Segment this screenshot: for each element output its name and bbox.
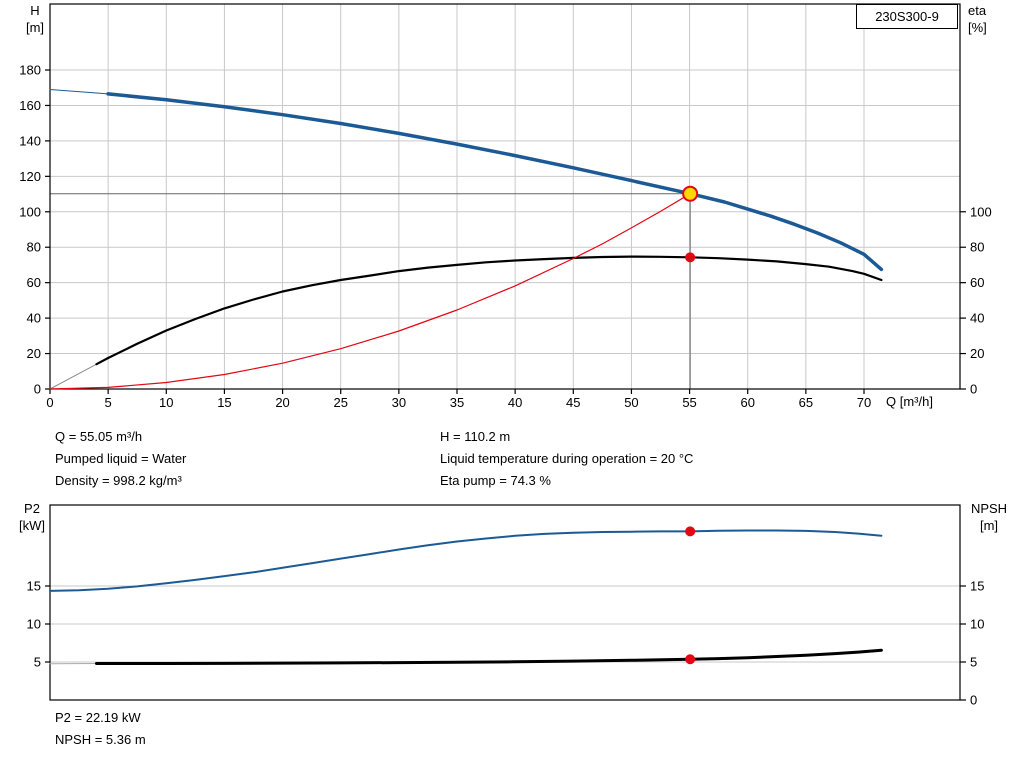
power-npsh-chart: 5 10 15 0 5 10 15 (27, 504, 984, 708)
left-tick-label: 0 (34, 382, 41, 397)
info-flow: Q = 55.05 m³/h (55, 429, 143, 444)
duty-point-marker (682, 185, 699, 202)
head-axis-title: H [m] (16, 2, 54, 36)
left-tick-label: 10 (27, 617, 41, 632)
x-tick-label: 40 (508, 395, 522, 410)
eta-point-marker (685, 252, 696, 263)
head-axis-symbol: H (30, 3, 40, 18)
left-tick-label: 140 (19, 133, 41, 148)
npsh-axis-unit: [m] (979, 518, 999, 533)
left-tick-label: 40 (27, 311, 41, 326)
plot-border (49, 504, 961, 701)
flow-axis-label: Q [m³/h] (886, 394, 933, 409)
right-tick-label: 5 (970, 655, 977, 670)
x-tick-label: 10 (159, 395, 173, 410)
info-head: H = 110.2 m (440, 429, 511, 444)
right-tick-label: 80 (970, 240, 984, 255)
right-tick-label: 60 (970, 275, 984, 290)
npsh-axis-symbol: NPSH (970, 501, 1008, 516)
right-tick-label: 20 (970, 346, 984, 361)
eta-axis-symbol: eta (968, 3, 987, 18)
info-p2: P2 = 22.19 kW (55, 710, 141, 725)
info-eta-pump: Eta pump = 74.3 % (440, 473, 551, 488)
right-tick-label: 15 (970, 579, 984, 594)
left-tick-label: 120 (19, 169, 41, 184)
series-system-curve (49, 193, 691, 390)
x-tick-label: 25 (333, 395, 347, 410)
x-tick-label: 65 (799, 395, 813, 410)
info-pumped-liquid: Pumped liquid = Water (55, 451, 187, 466)
left-tick-label: 160 (19, 98, 41, 113)
x-tick-label: 0 (46, 395, 53, 410)
eta-axis-title: eta [%] (968, 2, 1012, 36)
p2-axis-symbol: P2 (24, 501, 40, 516)
p2-axis-unit: [kW] (19, 518, 45, 533)
p2-axis-title: P2 [kW] (10, 500, 54, 534)
right-tick-label: 0 (970, 382, 977, 397)
head-axis-unit: [m] (25, 20, 45, 35)
x-tick-label: 20 (275, 395, 289, 410)
head-efficiency-chart: 0 5 10 15 20 25 30 35 40 45 50 55 60 65 70 0 20 40 60 80 100… (19, 3, 992, 410)
series-head-curve (106, 92, 884, 272)
npsh-axis-title: NPSH [m] (960, 500, 1018, 534)
pump-model-label: 230S300-9 (875, 9, 939, 24)
pump-model-badge: 230S300-9 (856, 4, 958, 29)
right-tick-label: 10 (970, 617, 984, 632)
left-tick-label: 20 (27, 346, 41, 361)
left-tick-label: 15 (27, 579, 41, 594)
p2-point-marker (685, 526, 696, 537)
series-p2-curve (49, 529, 883, 592)
info-liquid-temp: Liquid temperature during operation = 20… (440, 451, 694, 466)
x-tick-label: 5 (105, 395, 112, 410)
left-tick-label: 60 (27, 275, 41, 290)
series-efficiency-curve-lead (49, 363, 97, 390)
npsh-point-marker (685, 654, 696, 665)
right-tick-label: 100 (970, 204, 992, 219)
left-tick-label: 80 (27, 240, 41, 255)
x-tick-label: 45 (566, 395, 580, 410)
right-tick-label: 0 (970, 693, 977, 708)
left-tick-label: 180 (19, 63, 41, 78)
x-tick-label: 50 (624, 395, 638, 410)
x-tick-label: 35 (450, 395, 464, 410)
right-tick-label: 40 (970, 311, 984, 326)
series-npsh-curve (95, 648, 883, 665)
x-tick-label: 70 (857, 395, 871, 410)
x-tick-label: 60 (740, 395, 754, 410)
x-tick-label: 55 (682, 395, 696, 410)
left-tick-label: 100 (19, 204, 41, 219)
x-tick-label: 30 (392, 395, 406, 410)
info-npsh: NPSH = 5.36 m (55, 732, 146, 747)
series-efficiency-curve (95, 255, 883, 366)
left-tick-label: 5 (34, 655, 41, 670)
series-head-curve-lead (49, 89, 109, 95)
plot-border (49, 3, 961, 390)
info-density: Density = 998.2 kg/m³ (55, 473, 182, 488)
eta-axis-unit: [%] (968, 20, 987, 35)
x-tick-label: 15 (217, 395, 231, 410)
